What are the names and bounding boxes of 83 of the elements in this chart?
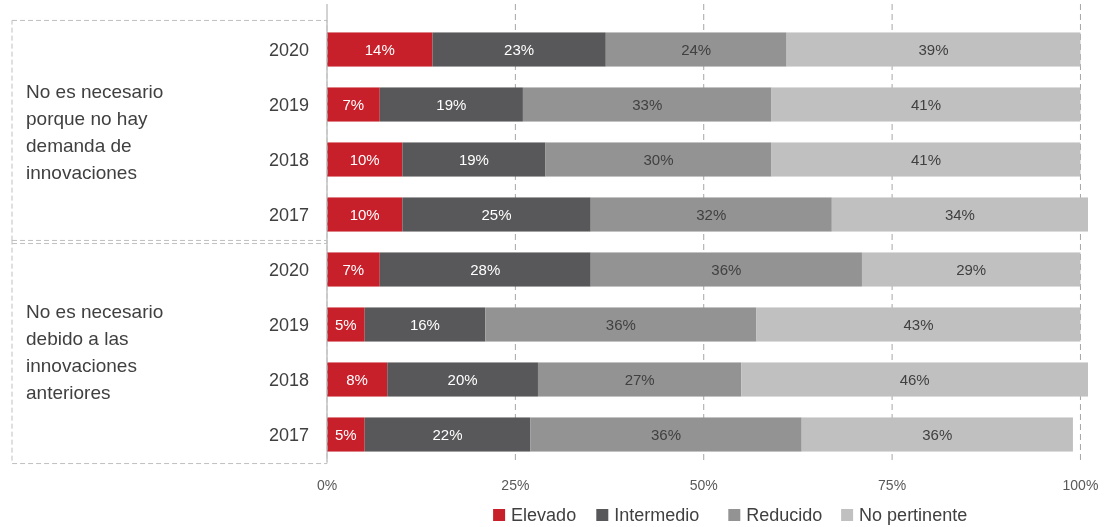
y-tick-label: 2019	[268, 314, 309, 335]
bar	[327, 197, 403, 232]
x-tick-label: 25%	[501, 477, 530, 493]
data-label: 46%	[899, 370, 930, 388]
data-label: 10%	[349, 205, 380, 223]
data-label: 36%	[922, 425, 953, 443]
data-label: 29%	[956, 260, 987, 278]
text: No es necesario debido a las innovaciones anteriores	[26, 301, 164, 404]
data-label: 5%	[334, 315, 357, 333]
x-tick-label: 100%	[1062, 477, 1099, 493]
y-tick-label: 2020	[268, 259, 309, 280]
y-tick-label: 2018	[268, 149, 309, 170]
bar	[364, 417, 531, 452]
y-tick-label: 2018	[268, 369, 309, 390]
data-label: 43%	[903, 315, 934, 333]
data-label: 36%	[711, 260, 742, 278]
data-label: 36%	[605, 315, 636, 333]
bar	[831, 197, 1088, 232]
bar	[379, 252, 591, 287]
data-label: 23%	[504, 40, 535, 58]
bar	[485, 307, 757, 342]
legend-label: No pertinente	[859, 505, 968, 526]
bar	[605, 32, 787, 67]
bar	[530, 417, 802, 452]
bar	[590, 197, 832, 232]
x-tick-label: 50%	[689, 477, 718, 493]
data-label: 8%	[346, 370, 368, 388]
data-label: 36%	[651, 425, 682, 443]
x-tick-label: 75%	[878, 477, 907, 493]
data-label: 41%	[910, 150, 942, 168]
y-tick-label: 2017	[268, 204, 309, 225]
bar	[327, 362, 388, 397]
bar	[756, 307, 1081, 342]
data-label: 30%	[643, 150, 674, 168]
bar	[771, 142, 1081, 177]
bar	[801, 417, 1073, 452]
bar	[861, 252, 1081, 287]
data-label: 7%	[342, 260, 365, 278]
data-label: 28%	[470, 260, 501, 278]
data-label: 16%	[409, 315, 440, 333]
data-label: 19%	[436, 95, 467, 113]
data-label: 10%	[349, 150, 380, 168]
data-label: 27%	[624, 370, 655, 388]
bar	[771, 87, 1081, 122]
data-label: 39%	[918, 40, 949, 58]
y-tick-label: 2017	[268, 424, 309, 445]
bar	[432, 32, 606, 67]
data-label: 24%	[681, 40, 712, 58]
bar	[402, 142, 546, 177]
legend-label: Intermedio	[614, 505, 700, 526]
data-label: 34%	[944, 205, 975, 223]
bar	[786, 32, 1081, 67]
data-label: 14%	[364, 40, 395, 58]
bar	[522, 87, 772, 122]
bar	[741, 362, 1088, 397]
bar	[537, 362, 742, 397]
bar	[387, 362, 538, 397]
x-tick-label: 0%	[316, 477, 338, 493]
legend-label: Elevado	[511, 505, 577, 526]
data-label: 41%	[910, 95, 942, 113]
bar	[402, 197, 591, 232]
bar	[327, 252, 380, 287]
y-tick-label: 2019	[268, 94, 309, 115]
data-label: 19%	[458, 150, 489, 168]
bar	[590, 252, 862, 287]
data-label: 7%	[342, 95, 365, 113]
bar	[327, 142, 403, 177]
bar	[545, 142, 772, 177]
data-label: 5%	[334, 425, 357, 443]
text: No es necesario porque no hay demanda de innovaciones	[26, 81, 164, 184]
data-label: 33%	[632, 95, 663, 113]
data-label: 32%	[696, 205, 727, 223]
bar	[327, 417, 365, 452]
bar	[364, 307, 486, 342]
legend-label: Reducido	[746, 505, 823, 526]
bar	[379, 87, 523, 122]
bar	[327, 307, 365, 342]
bar	[327, 32, 433, 67]
bar	[327, 87, 380, 122]
data-label: 22%	[432, 425, 463, 443]
data-label: 20%	[447, 370, 478, 388]
data-label: 25%	[481, 205, 512, 223]
y-tick-label: 2020	[268, 39, 309, 60]
